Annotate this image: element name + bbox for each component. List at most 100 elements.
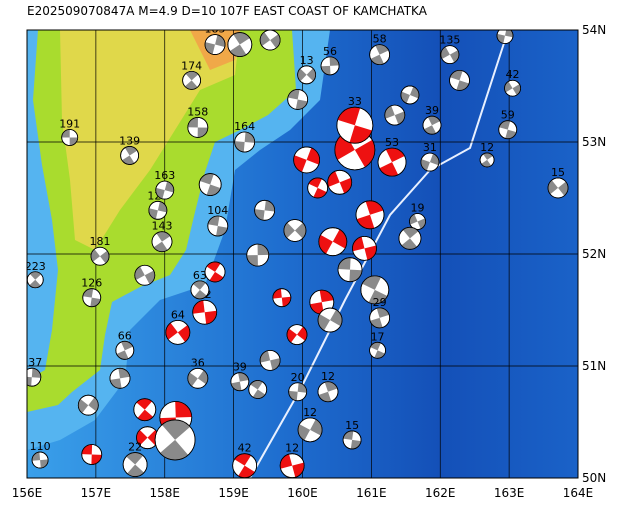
beachball: [336, 106, 374, 144]
depth-label: 56: [323, 45, 337, 58]
beachball-quadrant: [375, 44, 389, 55]
beachball-quadrant: [379, 162, 399, 177]
beachball: [547, 177, 569, 199]
beachball: [120, 146, 140, 165]
beachball-edge: [384, 104, 406, 126]
beachball-quadrant: [90, 297, 101, 307]
beachball-quadrant: [364, 245, 377, 261]
beachball: [61, 129, 79, 146]
beachball: [27, 271, 44, 289]
beachball: [307, 177, 329, 199]
beachball: [287, 89, 309, 110]
beachball-quadrant: [69, 137, 78, 146]
lat-label: 53N: [582, 135, 606, 149]
beachball-quadrant: [27, 376, 32, 387]
beachball-quadrant: [156, 231, 171, 242]
depth-label: 39: [425, 104, 439, 117]
beachball-quadrant: [159, 439, 189, 460]
beachball: [190, 280, 210, 300]
beachball-quadrant: [88, 397, 99, 412]
depth-label: 143: [151, 220, 172, 233]
beachball-quadrant: [483, 152, 493, 160]
depth-label: 29: [373, 296, 387, 309]
beachball-quadrant: [153, 241, 168, 252]
beachball-edge: [336, 106, 374, 144]
beachball: [318, 227, 348, 257]
beachball-edge: [317, 381, 339, 403]
beachball: [369, 44, 391, 66]
beachball-edge: [286, 324, 308, 346]
beachball-edge: [120, 146, 140, 165]
beachball-quadrant: [352, 236, 365, 252]
beachball-quadrant: [329, 56, 340, 66]
beachball-quadrant: [206, 261, 221, 272]
terrain: 191 223 137 15 15 12 42 59 39 31 19 17 12 12 12 42 39 36 6…: [21, 23, 578, 478]
beachball-quadrant: [295, 99, 308, 110]
beachball-quadrant: [81, 444, 93, 455]
beachball-quadrant: [504, 81, 513, 93]
beachball: [360, 275, 390, 305]
beachball: [232, 453, 258, 478]
beachball-edge: [198, 173, 222, 196]
beachball: [154, 419, 196, 461]
beachball: [297, 417, 323, 443]
beachball-edge: [259, 349, 281, 371]
beachball-quadrant: [306, 147, 320, 165]
beachball-quadrant: [449, 50, 459, 63]
depth-label: 39: [233, 361, 247, 374]
beachball-quadrant: [32, 452, 41, 461]
beachball-quadrant: [204, 310, 217, 325]
beachball-quadrant: [161, 419, 191, 440]
beachball: [254, 199, 276, 221]
depth-label: 185: [205, 23, 226, 36]
beachball: [148, 200, 168, 220]
beachball-edge: [496, 30, 514, 44]
lon-label: 160E: [287, 486, 318, 500]
depth-label: 42: [506, 68, 520, 81]
depth-label: 12: [303, 406, 317, 419]
depth-label: 33: [348, 95, 362, 108]
beachball-quadrant: [254, 209, 265, 221]
beachball-quadrant: [127, 464, 145, 477]
depth-label: 31: [423, 141, 437, 154]
depth-label: 12: [285, 442, 299, 455]
beachball-quadrant: [354, 139, 375, 168]
beachball: [109, 367, 131, 389]
beachball: [227, 32, 253, 57]
depth-label: 137: [21, 356, 42, 369]
beachball-quadrant: [548, 180, 559, 195]
beachball-edge: [31, 451, 49, 469]
beachball-quadrant: [244, 132, 255, 143]
beachball: [207, 215, 229, 237]
beachball-quadrant: [116, 350, 129, 360]
beachball-edge: [154, 419, 196, 461]
beachball: [293, 146, 321, 174]
depth-label: 181: [90, 235, 111, 248]
beachball-edge: [77, 394, 99, 416]
beachball-quadrant: [318, 234, 333, 254]
beachball-quadrant: [339, 177, 352, 194]
beachball: [283, 219, 307, 242]
depth-label: 139: [119, 134, 140, 147]
beachball-edge: [342, 430, 362, 450]
beachball: [422, 115, 442, 135]
beachball-quadrant: [78, 399, 89, 414]
beachball-quadrant: [338, 257, 351, 270]
beachball-edge: [204, 261, 226, 283]
beachball: [409, 213, 426, 230]
beachball-quadrant: [205, 42, 216, 55]
beachball-quadrant: [100, 250, 110, 264]
depth-label: 191: [59, 118, 80, 131]
beachball-edge: [182, 71, 202, 90]
beachball: [182, 71, 202, 90]
depth-label: 19: [411, 202, 425, 215]
beachball-edge: [297, 65, 317, 85]
beachball-quadrant: [512, 84, 521, 96]
beachball-quadrant: [234, 141, 245, 152]
beachball-edge: [409, 213, 426, 230]
beachball: [496, 30, 514, 44]
beachball-quadrant: [362, 275, 381, 290]
beachball: [297, 65, 317, 85]
beachball-edge: [287, 89, 309, 110]
beachball-quadrant: [558, 181, 569, 196]
